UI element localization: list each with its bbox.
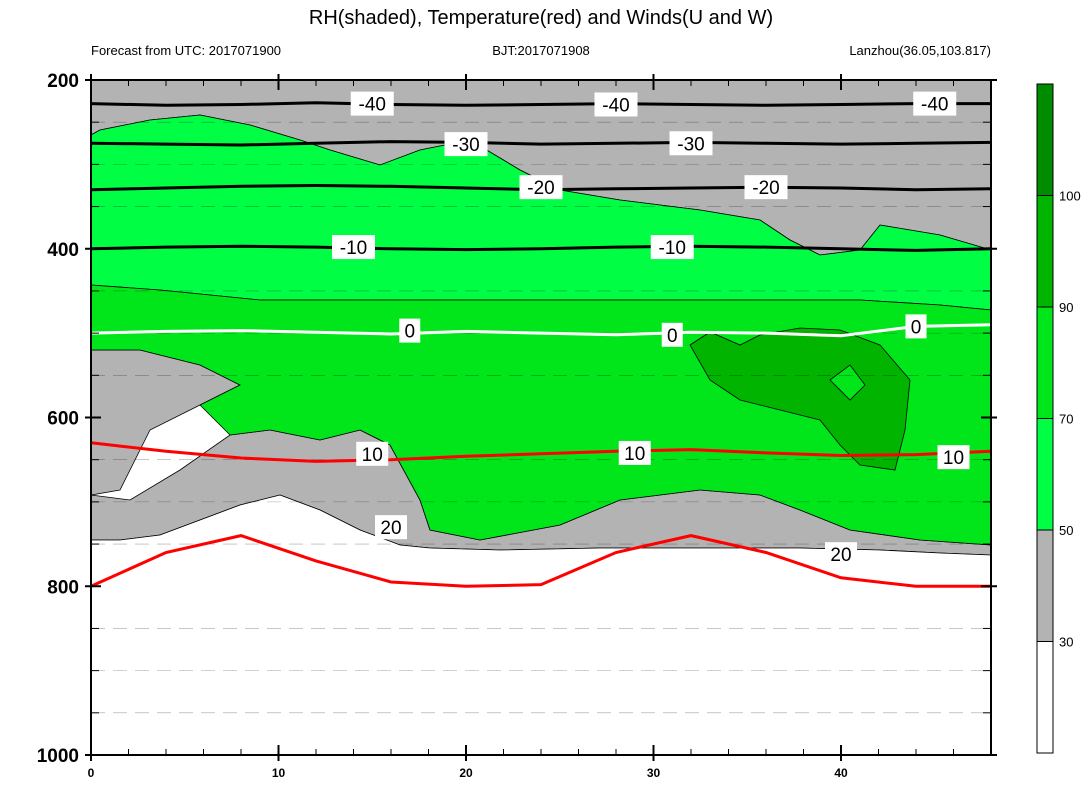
contour-label: 10 — [362, 445, 383, 466]
location-label: Lanzhou(36.05,103.817) — [849, 43, 991, 58]
temperature-contours — [90, 101, 992, 588]
contour-label: 0 — [404, 322, 415, 343]
colorbar: 30 50 70 90 100 — [1036, 83, 1081, 754]
contour-label: -30 — [452, 135, 479, 156]
colorbar-label: 70 — [1059, 412, 1073, 427]
contour-label-box — [618, 440, 651, 465]
contour-line — [90, 101, 991, 107]
x-axis: 0 10 20 30 40 — [88, 74, 954, 780]
x-tick-label: 20 — [459, 766, 473, 780]
contour-line — [90, 140, 992, 147]
rh-shading — [90, 79, 992, 756]
colorbar-bin — [1036, 641, 1054, 754]
rh-darkgreen — [689, 327, 911, 471]
y-tick-label: 1000 — [37, 746, 79, 767]
contour-label-box — [661, 322, 683, 347]
x-tick-label: 10 — [272, 766, 286, 780]
contour-label-box — [332, 235, 375, 260]
contour-label: -20 — [752, 178, 779, 199]
colorbar-bin — [1036, 83, 1054, 196]
contour-label-box — [650, 235, 694, 260]
colorbar-bin — [1036, 418, 1054, 531]
contour-label-box — [594, 92, 638, 117]
contour-label: 20 — [830, 545, 851, 566]
colorbar-label: 100 — [1059, 189, 1081, 204]
colorbar-label: 50 — [1059, 523, 1073, 538]
contour-label-box — [375, 515, 407, 540]
bjt-label: BJT:2017071908 — [492, 43, 590, 58]
contour-label-box — [519, 175, 563, 200]
contour-label: -40 — [921, 95, 948, 116]
colorbar-label: 30 — [1059, 635, 1073, 650]
y-tick-label: 600 — [47, 409, 79, 430]
contour-label-box — [905, 314, 927, 339]
contour-label: 0 — [911, 317, 922, 338]
chart-title: RH(shaded), Temperature(red) and Winds(U… — [309, 7, 773, 29]
x-tick-label: 0 — [88, 766, 95, 780]
colorbar-bin — [1036, 306, 1054, 419]
plot-area: -40 -40 -40 -30 -30 -20 -20 -10 -10 0 0 0 10 10 10 20 20 — [90, 79, 992, 756]
contour-label-box — [744, 175, 788, 200]
contour-labels: -40 -40 -40 -30 -30 -20 -20 -10 -10 0 0 0 10 10 10 20 20 — [332, 91, 970, 567]
contour-label: -10 — [659, 238, 686, 259]
contour-label-box — [937, 445, 970, 470]
x-tick-label: 40 — [834, 766, 848, 780]
colorbar-bin — [1036, 529, 1054, 642]
contour-label-box — [669, 131, 713, 156]
grid-lines — [91, 121, 991, 714]
forecast-label: Forecast from UTC: 2017071900 — [91, 43, 281, 58]
y-tick-label: 800 — [47, 577, 79, 598]
contour-line — [90, 244, 992, 252]
contour-line — [90, 441, 992, 463]
contour-line — [90, 534, 991, 588]
contour-label: -10 — [340, 238, 367, 259]
contour-label: 10 — [943, 448, 964, 469]
contour-label-box — [356, 441, 389, 466]
colorbar-bin — [1036, 195, 1054, 308]
contour-label-box — [444, 132, 488, 157]
colorbar-label: 90 — [1059, 300, 1073, 315]
contour-label: 0 — [667, 326, 678, 347]
x-tick-label: 30 — [647, 766, 661, 780]
contour-label: -40 — [359, 95, 386, 116]
contour-label: -20 — [527, 178, 554, 199]
y-tick-label: 400 — [47, 240, 79, 261]
contour-label-box — [913, 91, 957, 116]
contour-label: 10 — [624, 444, 645, 465]
contour-label-box — [350, 91, 394, 116]
contour-label: -40 — [602, 95, 629, 116]
contour-label: 20 — [380, 518, 401, 539]
contour-line — [90, 323, 992, 338]
contour-label-box — [825, 542, 857, 567]
rh-white-hole — [829, 364, 866, 401]
contour-label: -30 — [677, 134, 704, 155]
y-tick-label: 200 — [47, 71, 79, 92]
contour-label-box — [399, 318, 421, 343]
